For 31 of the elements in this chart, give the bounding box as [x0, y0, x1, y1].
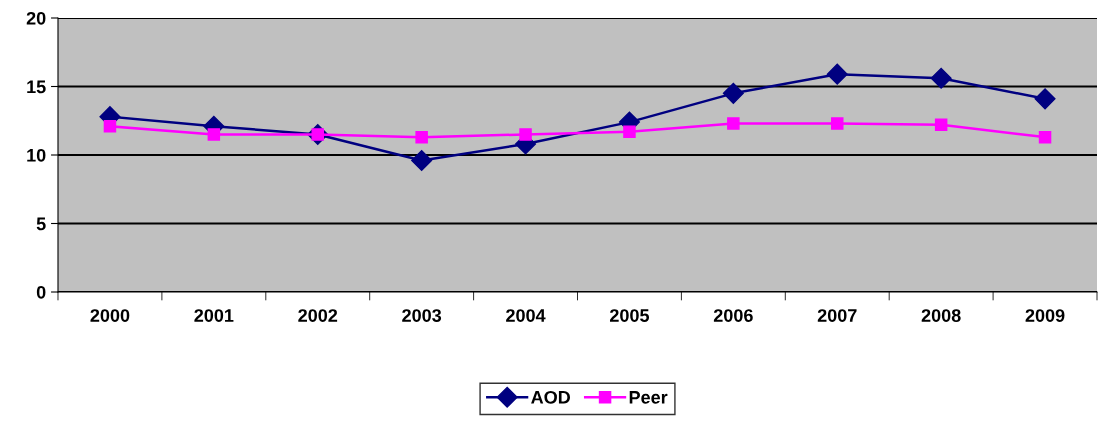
- x-tick-label: 2008: [921, 309, 961, 322]
- x-tick-label: 2009: [1025, 309, 1065, 322]
- x-tick-label: 2003: [402, 309, 442, 322]
- point: [411, 149, 433, 171]
- x-tick-label: 2005: [610, 309, 650, 322]
- point: [930, 67, 952, 89]
- y-tick-label: 15: [27, 80, 46, 94]
- point: [826, 63, 848, 85]
- point: [207, 128, 221, 141]
- point: [934, 118, 948, 132]
- point: [623, 125, 636, 138]
- point: [830, 117, 844, 130]
- x-tick-label: 2001: [194, 309, 234, 322]
- point: [415, 130, 428, 144]
- legend-label: AOD: [531, 390, 570, 404]
- y-tick-label: 10: [27, 148, 46, 162]
- x-tick-label: 2007: [817, 309, 857, 322]
- y-tick-label: 0: [36, 285, 46, 299]
- x-tick-label: 2006: [713, 309, 753, 322]
- x-tick-label: 2002: [298, 309, 338, 322]
- y-tick-label: 20: [26, 11, 46, 25]
- point: [1038, 130, 1052, 144]
- point: [727, 117, 740, 130]
- point: [1034, 88, 1056, 110]
- x-tick-label: 2000: [90, 309, 130, 322]
- point: [103, 119, 117, 133]
- y-tick-label: 5: [36, 217, 46, 231]
- legend-label: Peer: [629, 391, 668, 404]
- point: [722, 82, 744, 104]
- x-tick-label: 2004: [506, 309, 546, 322]
- point: [519, 128, 532, 141]
